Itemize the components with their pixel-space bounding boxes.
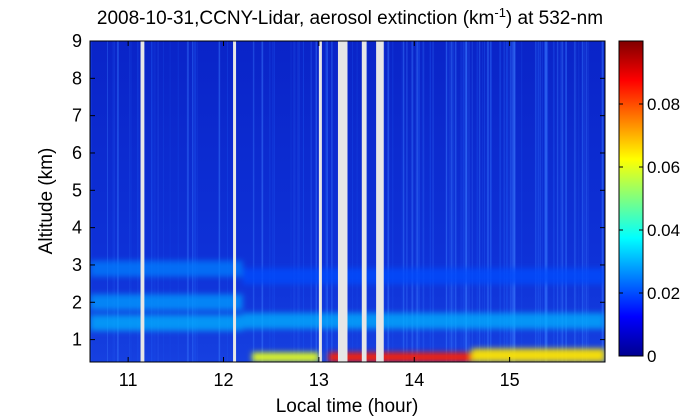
signal-streak (218, 41, 220, 362)
data-gap (141, 41, 145, 362)
y-tick-label: 3 (72, 255, 82, 275)
aerosol-layer (252, 352, 319, 362)
colorbar-tick-label: 0.04 (647, 221, 680, 240)
signal-streak (194, 41, 196, 362)
aerosol-layer (243, 268, 605, 284)
colorbar (619, 41, 643, 356)
signal-streak (113, 41, 114, 362)
signal-streak (197, 41, 198, 362)
y-tick-label: 4 (72, 218, 82, 238)
x-axis-label: Local time (hour) (276, 396, 419, 417)
signal-streak (187, 41, 189, 362)
y-tick-label: 2 (72, 292, 82, 312)
chart-title: 2008-10-31,CCNY-Lidar, aerosol extinctio… (97, 5, 603, 29)
signal-streak (227, 41, 228, 362)
x-tick-label: 15 (500, 370, 520, 390)
signal-streak (129, 41, 130, 362)
data-gap (338, 41, 348, 362)
signal-streak (137, 41, 138, 362)
colorbar-tick-label: 0.06 (647, 158, 680, 177)
aerosol-layer (90, 315, 243, 331)
signal-streak (131, 41, 132, 362)
y-tick-label: 7 (72, 106, 82, 126)
colorbar-tick-label: 0 (647, 347, 656, 366)
aerosol-layer (243, 313, 605, 329)
signal-streak (118, 41, 119, 362)
x-tick-label: 12 (214, 370, 234, 390)
signal-streak (91, 41, 92, 362)
y-tick-label: 5 (72, 180, 82, 200)
aerosol-layer (90, 294, 243, 310)
data-gap (376, 41, 384, 362)
y-tick-label: 1 (72, 330, 82, 350)
data-gap (319, 41, 322, 362)
signal-streak (157, 41, 159, 362)
signal-streak (112, 41, 113, 362)
x-tick-label: 11 (119, 370, 138, 390)
signal-streak (151, 41, 152, 362)
data-gap (233, 41, 236, 362)
aerosol-layer (90, 261, 243, 277)
signal-streak (170, 41, 171, 362)
signal-streak (192, 41, 193, 362)
x-tick-label: 13 (309, 370, 329, 390)
y-axis-label: Altitude (km) (36, 148, 57, 255)
y-tick-label: 8 (72, 68, 82, 88)
aerosol-layer (471, 349, 605, 362)
signal-streak (155, 41, 156, 362)
heatmap-plot-area (90, 41, 605, 362)
data-gap (362, 41, 367, 362)
signal-streak (163, 41, 164, 362)
y-tick-label: 6 (72, 143, 82, 163)
signal-streak (107, 41, 108, 362)
signal-streak (178, 41, 179, 362)
colorbar-tick-label: 0.02 (647, 284, 680, 303)
signal-streak (130, 41, 131, 362)
colorbar-tick-label: 0.08 (647, 95, 680, 114)
x-tick-label: 14 (404, 370, 424, 390)
aerosol-layer (328, 352, 471, 362)
y-tick-label: 9 (72, 31, 82, 51)
signal-streak (153, 41, 154, 362)
